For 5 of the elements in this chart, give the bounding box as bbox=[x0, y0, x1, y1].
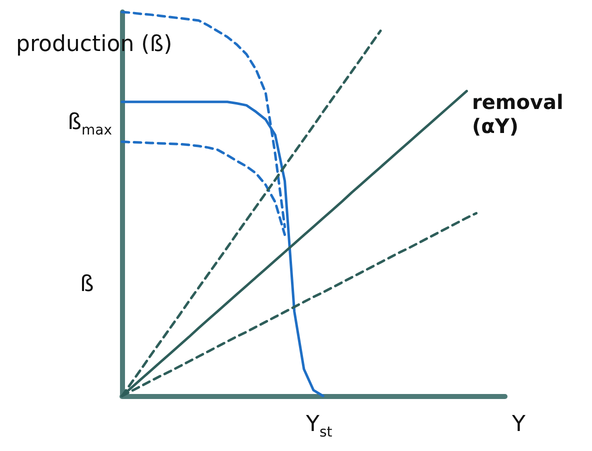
x-axis-title: Y bbox=[512, 412, 526, 438]
annotation: removal (αY) bbox=[472, 90, 564, 138]
y-axis-title: ß bbox=[80, 272, 94, 298]
text: ß$_{max}$ bbox=[68, 110, 112, 140]
text: Y$_{st}$ bbox=[306, 412, 332, 442]
